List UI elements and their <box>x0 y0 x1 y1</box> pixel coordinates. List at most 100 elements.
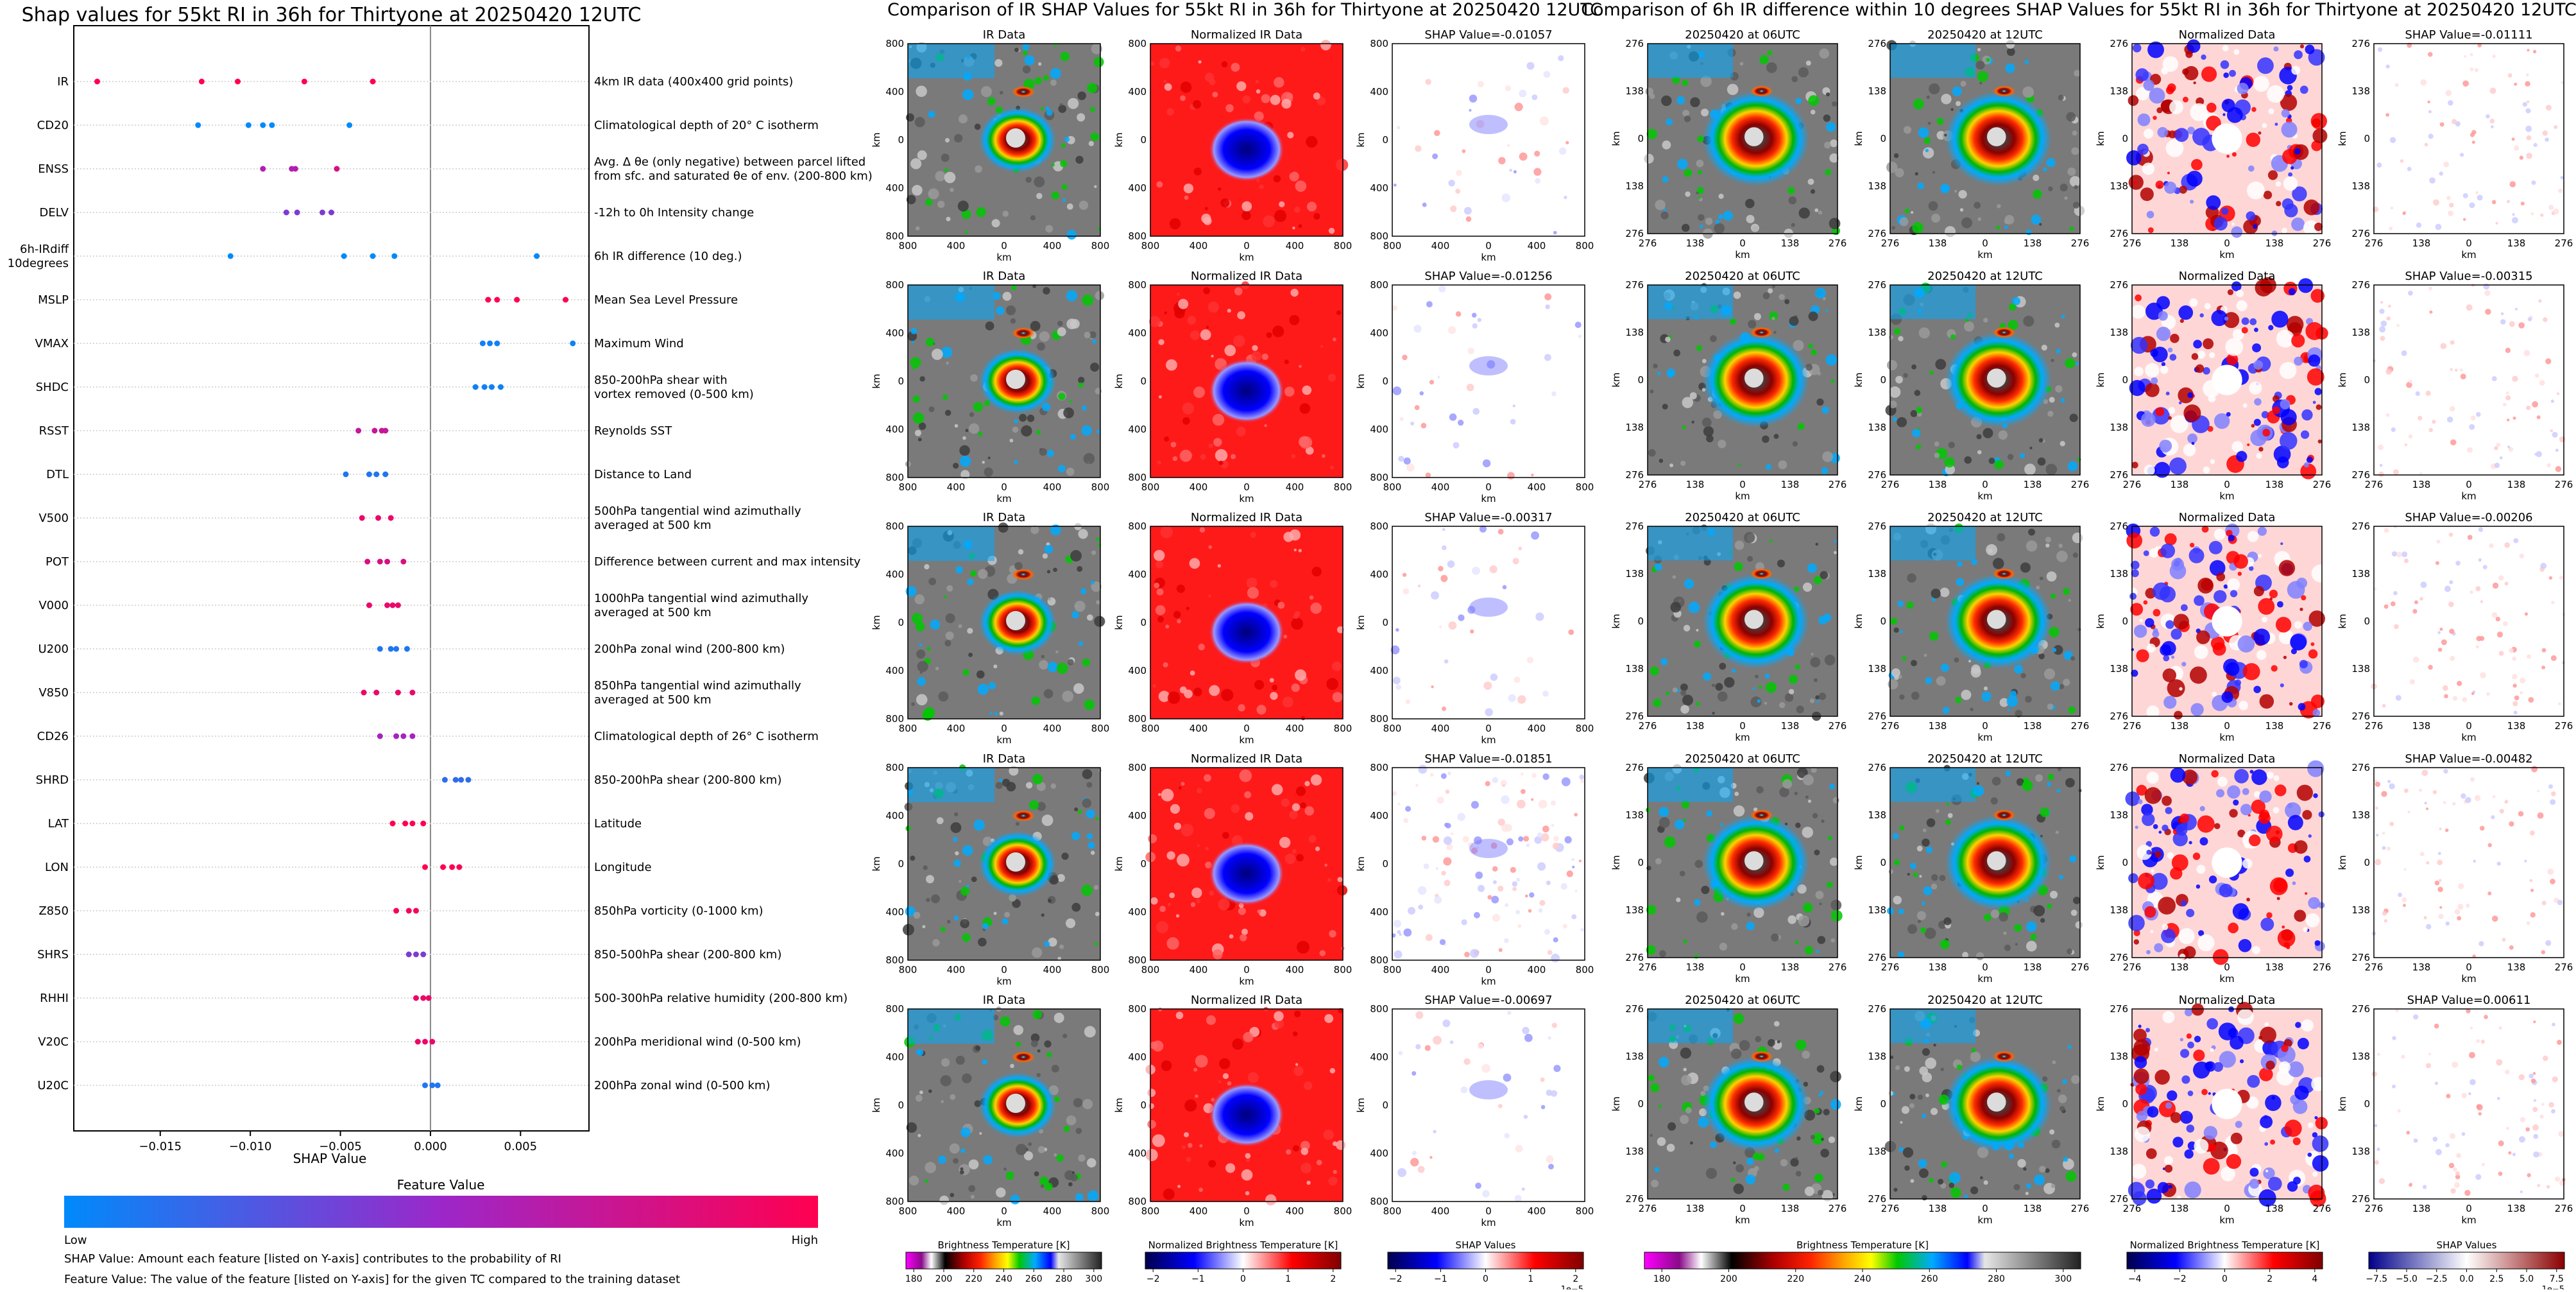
x-tick-label: 138 <box>2507 237 2526 249</box>
image-texture <box>1833 551 1837 555</box>
x-tick-label: 0 <box>1001 481 1007 493</box>
image-texture <box>2409 679 2415 685</box>
y-tick-label: 800 <box>885 762 904 773</box>
image-texture <box>1299 403 1311 414</box>
image-texture <box>962 436 966 440</box>
x-tick-label: 138 <box>2024 479 2042 490</box>
image-texture <box>2376 162 2382 168</box>
ir-cold-cloud <box>1648 285 1734 320</box>
image-texture <box>1943 917 1952 926</box>
image-texture <box>1204 207 1208 211</box>
image-texture <box>2450 1188 2456 1194</box>
image-texture <box>2385 113 2390 117</box>
y-tick-label: 400 <box>1370 665 1388 676</box>
image-texture <box>2507 73 2512 78</box>
image-texture <box>1050 783 1057 789</box>
image-texture <box>2450 655 2455 661</box>
image-texture <box>2457 904 2464 910</box>
image-texture <box>1225 104 1234 112</box>
diffshap-background <box>2374 768 2564 958</box>
image-texture <box>2024 463 2036 476</box>
image-texture <box>1998 430 2008 440</box>
image-texture <box>1795 98 1802 105</box>
image-texture <box>1922 1072 1932 1083</box>
image-texture <box>2540 213 2544 217</box>
image-texture <box>2136 784 2147 796</box>
image-texture <box>1705 218 1713 225</box>
ir-cold-cloud <box>1890 768 1976 802</box>
image-texture <box>1492 913 1501 922</box>
image-texture <box>2204 303 2211 309</box>
x-tick-label: 400 <box>1190 723 1208 734</box>
image-texture <box>917 438 922 442</box>
image-texture <box>2271 665 2278 672</box>
feature-description: 500-300hPa relative humidity (200-800 km… <box>594 992 848 1005</box>
image-texture <box>1083 452 1095 465</box>
image-texture <box>2143 550 2149 556</box>
image-texture <box>2194 1035 2201 1043</box>
x-tick-label: 138 <box>1929 479 1947 490</box>
image-texture <box>2209 352 2215 358</box>
diff-shap-colorbar <box>2368 1252 2565 1270</box>
image-texture <box>2553 208 2559 214</box>
image-texture <box>1506 144 1510 148</box>
image-texture <box>1442 1019 1451 1028</box>
image-texture <box>1902 656 1907 661</box>
image-texture <box>2437 648 2443 652</box>
image-texture <box>1757 699 1761 703</box>
shap-summary-plot: Shap values for 55kt RI in 36h for Thirt… <box>8 4 873 1286</box>
shap-point <box>420 951 427 958</box>
image-texture <box>1710 335 1717 342</box>
image-texture <box>1696 911 1708 923</box>
image-texture <box>2146 771 2159 784</box>
image-texture <box>922 925 926 929</box>
image-texture <box>925 198 933 206</box>
image-texture <box>1757 1153 1765 1161</box>
image-texture <box>1002 211 1009 217</box>
image-texture <box>1714 223 1725 234</box>
x-tick-label: 400 <box>1431 240 1450 252</box>
ir-subplot: Normalized IR Data8008004004000040040080… <box>1113 994 1352 1228</box>
image-texture <box>2258 554 2262 558</box>
image-texture <box>1999 912 2009 922</box>
image-texture <box>2266 771 2274 779</box>
image-texture <box>2072 130 2077 136</box>
image-texture <box>2191 442 2195 445</box>
x-tick-label: 138 <box>2412 1203 2431 1214</box>
image-texture <box>1910 211 1914 214</box>
image-texture <box>1030 1033 1040 1042</box>
subplot-title: Normalized Data <box>2179 270 2276 283</box>
image-texture <box>932 939 940 947</box>
image-texture <box>1308 835 1317 843</box>
image-texture <box>1274 1019 1284 1029</box>
image-texture <box>1531 473 1534 477</box>
image-texture <box>2259 694 2274 709</box>
image-texture <box>1485 780 1490 787</box>
ir-cold-cloud <box>1648 768 1734 802</box>
image-texture <box>2140 187 2154 202</box>
shap-point <box>375 515 381 521</box>
image-texture <box>2296 784 2313 801</box>
subplot-title: Normalized Data <box>2179 511 2276 524</box>
image-texture <box>1945 819 1952 825</box>
image-texture <box>1666 691 1670 696</box>
image-texture <box>2241 327 2248 334</box>
image-texture <box>984 467 993 477</box>
image-texture <box>1934 441 1940 447</box>
image-texture <box>2464 55 2467 58</box>
image-texture <box>2547 868 2554 875</box>
image-texture <box>2213 528 2226 540</box>
colorbar-tick-label: 0 <box>2222 1274 2228 1284</box>
image-texture <box>2290 633 2307 651</box>
image-texture <box>1750 223 1759 232</box>
x-tick-label: 138 <box>2024 1203 2042 1214</box>
x-tick-label: 138 <box>1781 961 1800 973</box>
image-texture <box>1551 823 1555 827</box>
image-texture <box>1979 82 1983 85</box>
image-texture <box>2375 859 2382 866</box>
image-texture <box>2026 229 2032 236</box>
image-texture <box>1034 176 1045 187</box>
image-texture <box>1659 458 1664 463</box>
image-texture <box>1306 135 1318 148</box>
